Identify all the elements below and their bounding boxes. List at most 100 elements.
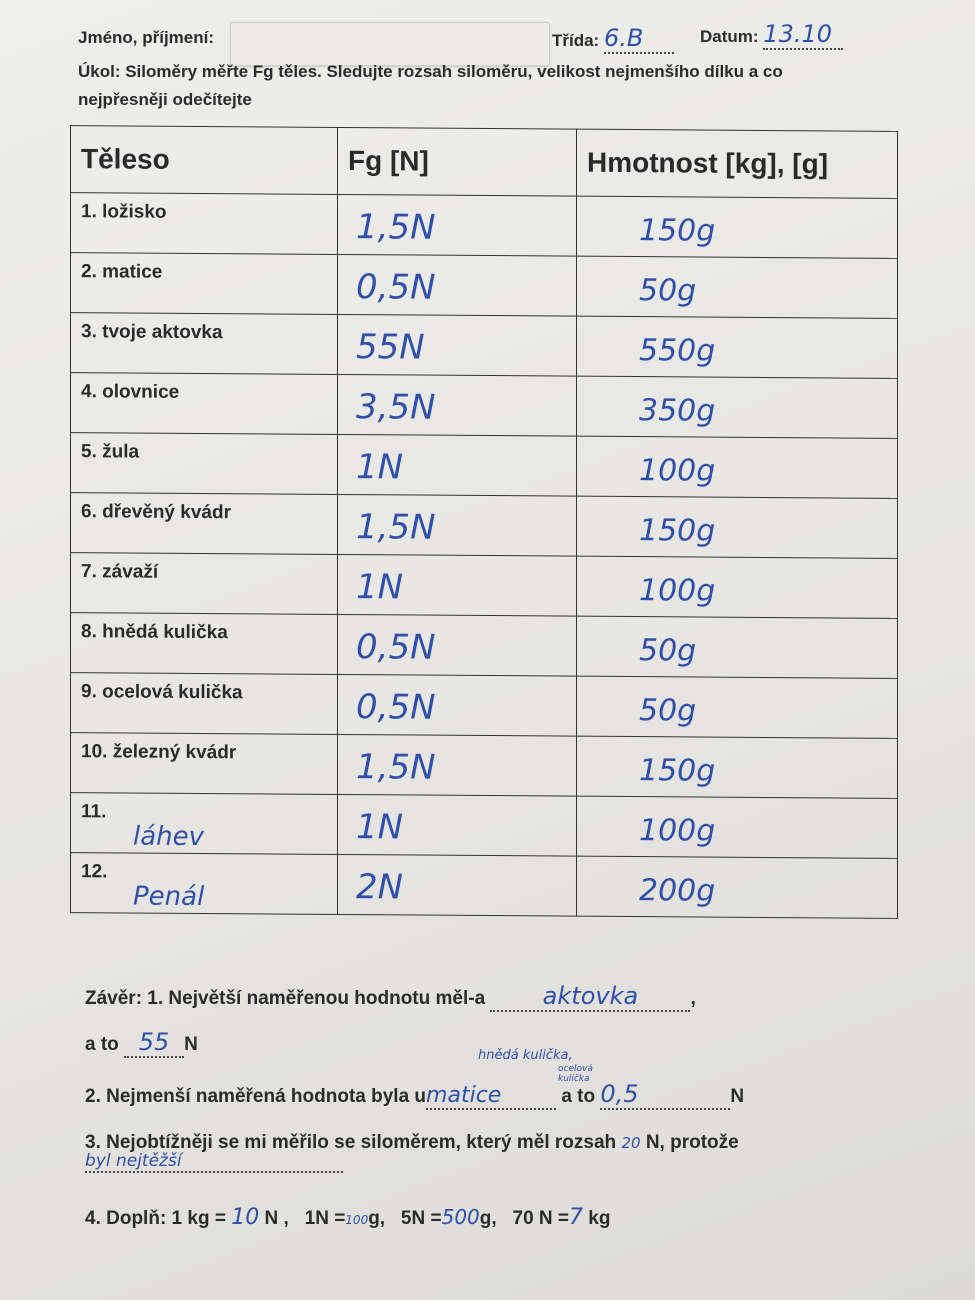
task-text: Úkol: Siloměry měřte Fg těles. Sledujte … (78, 62, 783, 109)
table-row: 6. dřevěný kvádr 1,5N 150g (70, 492, 898, 559)
object-label: 6. dřevěný kvádr (81, 501, 231, 524)
force-cell[interactable]: 1N (337, 554, 577, 617)
object-cell: 9. ocelová kulička (70, 672, 338, 735)
mass-value: 50g (639, 693, 697, 729)
object-cell: 8. hnědá kulička (70, 612, 338, 675)
q2-value[interactable]: 0,5 (600, 1080, 731, 1110)
force-cell[interactable]: 0,5N (337, 674, 577, 737)
q4-text: kg (588, 1208, 611, 1229)
q3-after: N, protože (645, 1132, 739, 1153)
object-name[interactable]: láhev (133, 821, 205, 853)
q4-v2[interactable]: 100 (345, 1213, 369, 1227)
class-field[interactable]: Třída: 6.B (552, 24, 674, 54)
object-cell: 6. dřevěný kvádr (70, 492, 338, 555)
mass-cell[interactable]: 50g (576, 256, 898, 319)
q1b-text: a to (85, 1034, 119, 1055)
force-cell[interactable]: 55N (337, 314, 577, 377)
conclusion-2: 2. Nejmenší naměřená hodnota byla umatic… (85, 1080, 744, 1110)
q2-answer[interactable]: matice (426, 1083, 557, 1110)
q2-note-small: ocelová kulička (558, 1064, 593, 1084)
force-cell[interactable]: 1N (337, 794, 577, 857)
mass-cell[interactable]: 150g (576, 196, 898, 259)
object-label: 8. hnědá kulička (81, 621, 228, 644)
force-cell[interactable]: 1,5N (337, 194, 577, 257)
q4-text: N , 1N = (264, 1208, 346, 1229)
table-row: 8. hnědá kulička 0,5N 50g (70, 612, 898, 679)
q1-text: Závěr: 1. Největší naměřenou hodnotu měl… (85, 988, 486, 1009)
force-value: 1N (356, 447, 404, 488)
table-row: 9. ocelová kulička 0,5N 50g (70, 672, 898, 739)
mass-value: 50g (639, 273, 697, 309)
object-name[interactable]: Penál (133, 881, 205, 913)
object-cell: 4. olovnice (70, 372, 338, 435)
mass-value: 150g (639, 753, 716, 789)
object-label: 2. matice (81, 261, 163, 283)
table-row: 10. železný kvádr 1,5N 150g (70, 732, 898, 799)
object-cell: 12. Penál (70, 852, 338, 915)
mass-cell[interactable]: 150g (576, 496, 898, 559)
q4-v1[interactable]: 10 (231, 1205, 260, 1230)
unit: N (184, 1034, 198, 1055)
force-value: 1N (356, 807, 404, 848)
conclusion-1: Závěr: 1. Největší naměřenou hodnotu měl… (85, 982, 696, 1012)
object-label: 11. (81, 801, 107, 823)
mass-value: 150g (639, 213, 716, 249)
date-label: Datum: (700, 27, 759, 46)
q4-text: g, 70 N = (479, 1208, 570, 1229)
object-label: 9. ocelová kulička (81, 681, 243, 704)
object-label: 4. olovnice (81, 381, 180, 403)
mass-cell[interactable]: 50g (576, 676, 898, 739)
object-label: 7. závaží (81, 561, 159, 583)
class-value: 6.B (603, 24, 674, 54)
q4-text: g, 5N = (368, 1208, 442, 1229)
q4-text: 4. Doplň: 1 kg = (85, 1208, 226, 1229)
date-field[interactable]: Datum: 13.10 (700, 20, 844, 50)
force-cell[interactable]: 3,5N (337, 374, 577, 437)
date-value: 13.10 (763, 20, 844, 50)
mass-cell[interactable]: 200g (576, 856, 898, 919)
q4-v3[interactable]: 500 (441, 1205, 480, 1229)
mass-cell[interactable]: 50g (576, 616, 898, 679)
mass-value: 150g (639, 513, 716, 549)
q3-answer[interactable]: byl nejtěžší (85, 1151, 343, 1173)
force-cell[interactable]: 1N (337, 434, 577, 497)
object-label: 1. ložisko (81, 201, 167, 223)
force-value: 55N (356, 327, 425, 368)
object-cell: 1. ložisko (70, 192, 338, 255)
table-row: 1. ložisko 1,5N 150g (70, 192, 898, 259)
measurement-table: Těleso Fg [N] Hmotnost [kg], [g] 1. loži… (70, 125, 898, 919)
mass-cell[interactable]: 100g (576, 796, 898, 859)
q1-answer[interactable]: aktovka (490, 982, 691, 1012)
force-value: 3,5N (356, 387, 436, 428)
mass-cell[interactable]: 150g (576, 736, 898, 799)
mass-cell[interactable]: 100g (576, 556, 898, 619)
q1b-answer[interactable]: 55 (124, 1028, 185, 1058)
header-force: Fg [N] (337, 127, 577, 197)
force-cell[interactable]: 2N (337, 854, 577, 917)
force-cell[interactable]: 0,5N (337, 614, 577, 677)
force-cell[interactable]: 1,5N (337, 494, 577, 557)
conclusion-1b: a to 55 N (85, 1028, 198, 1058)
table-row: 3. tvoje aktovka 55N 550g (70, 312, 898, 379)
table-row: 12. Penál 2N 200g (70, 852, 898, 919)
mass-cell[interactable]: 350g (576, 376, 898, 439)
force-value: 0,5N (356, 267, 436, 308)
q3-value[interactable]: 20 (621, 1134, 641, 1152)
mass-value: 200g (639, 873, 716, 909)
force-cell[interactable]: 0,5N (337, 254, 577, 317)
object-cell: 2. matice (70, 252, 338, 315)
name-label: Jméno, příjmení: (78, 28, 215, 47)
object-label: 12. (81, 861, 108, 883)
object-label: 10. železný kvádr (81, 741, 237, 764)
mass-cell[interactable]: 550g (576, 316, 898, 379)
q4-v4[interactable]: 7 (569, 1205, 584, 1230)
force-cell[interactable]: 1,5N (337, 734, 577, 797)
force-value: 2N (356, 867, 404, 908)
header-object: Těleso (70, 125, 338, 195)
mass-cell[interactable]: 100g (576, 436, 898, 499)
object-cell: 7. závaží (70, 552, 338, 615)
class-label: Třída: (552, 31, 600, 50)
force-value: 1N (356, 567, 404, 608)
table-row: 4. olovnice 3,5N 350g (70, 372, 898, 439)
q2-mid: a to (561, 1086, 596, 1107)
